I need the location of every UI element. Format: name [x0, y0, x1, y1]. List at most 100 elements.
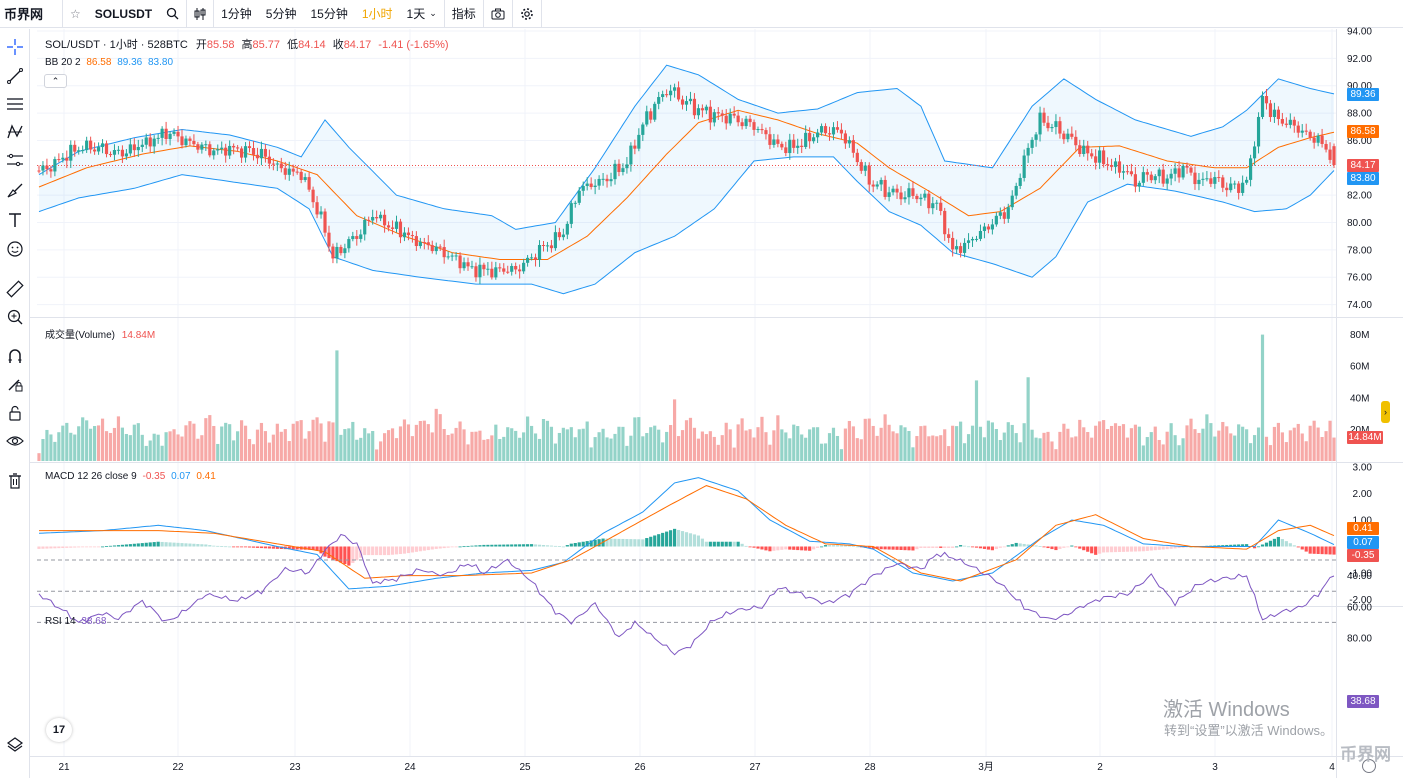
scroll-right-button[interactable]: › [1381, 401, 1390, 423]
volume-bar [816, 427, 820, 461]
macd-histogram-bar [267, 546, 271, 549]
macd-histogram-bar [1181, 546, 1185, 548]
magnet-icon[interactable] [5, 346, 25, 366]
star-icon[interactable]: ☆ [70, 6, 81, 21]
candle-body [549, 245, 554, 249]
lock-drawing-icon[interactable] [5, 374, 25, 394]
volume-bar [712, 436, 716, 461]
candle-body [633, 145, 637, 149]
crosshair-icon[interactable] [5, 37, 25, 57]
volume-bar [851, 426, 855, 461]
trend-line-icon[interactable] [5, 66, 25, 86]
volume-bar [895, 433, 899, 461]
volume-bar [375, 449, 379, 461]
volume-bar [1022, 423, 1026, 461]
volume-bar [283, 429, 287, 461]
volume-bar [533, 433, 538, 461]
volume-bar [327, 421, 331, 461]
text-icon[interactable] [5, 210, 25, 230]
macd-histogram-bar [1324, 546, 1328, 555]
pattern-icon[interactable] [5, 122, 25, 142]
trash-icon[interactable] [5, 471, 25, 491]
macd-histogram-bar [1078, 546, 1082, 549]
macd-histogram-bar [1217, 545, 1221, 547]
ruler-icon[interactable] [5, 279, 25, 299]
candle-body [1169, 173, 1173, 179]
interval-5m[interactable]: 5分钟 [265, 7, 297, 21]
zoom-in-icon[interactable] [5, 307, 25, 327]
candle-body [863, 165, 867, 171]
candle-body [1296, 125, 1300, 133]
collapse-legend-button[interactable]: ⌃ [44, 74, 67, 88]
volume-bar [1252, 435, 1257, 461]
macd-histogram-bar [867, 546, 871, 549]
macd-histogram-bar [585, 541, 589, 547]
candle-body [502, 268, 506, 272]
macd-histogram-bar [1082, 546, 1086, 551]
macd-histogram-bar [418, 546, 422, 552]
macd-tick-label: -2.00 [1349, 595, 1372, 606]
macd-histogram-bar [1034, 545, 1038, 547]
search-icon[interactable] [159, 0, 186, 28]
macd-histogram-bar [1237, 544, 1241, 547]
horizontal-lines-icon[interactable] [5, 94, 25, 114]
volume-bar [53, 441, 57, 461]
volume-bar [430, 432, 434, 461]
layers-icon[interactable] [5, 735, 25, 755]
candle-body [1165, 178, 1169, 184]
macd-histogram-bar [216, 545, 220, 547]
macd-histogram-bar [1050, 546, 1054, 550]
candle-body [708, 106, 712, 123]
macd-histogram-bar [736, 541, 740, 547]
macd-label: MACD 12 26 close 9 [45, 471, 137, 482]
macd-histogram-bar [633, 539, 637, 547]
candle-body [637, 134, 641, 149]
interval-1m[interactable]: 1分钟 [221, 7, 252, 21]
candle-body [422, 242, 426, 244]
candle-body [426, 242, 430, 246]
volume-bar [744, 430, 748, 461]
interval-15m[interactable]: 15分钟 [310, 7, 348, 21]
volume-bar [315, 417, 319, 461]
emoji-icon[interactable] [5, 239, 25, 259]
gear-icon[interactable] [513, 0, 541, 28]
interval-1d[interactable]: 1天 ⌄ [400, 0, 444, 28]
volume-bar [446, 434, 450, 461]
volume-bar [442, 429, 446, 461]
candle-body [1149, 174, 1153, 181]
candle-body [466, 262, 470, 267]
macd-histogram-bar [823, 545, 828, 547]
candle-body [1026, 147, 1030, 156]
interval-1h[interactable]: 1小时 [361, 7, 393, 21]
macd-histogram-bar [986, 546, 990, 550]
volume-tick-label: 60M [1350, 362, 1369, 373]
eye-icon[interactable] [5, 431, 25, 451]
pane-dividers[interactable] [30, 29, 1403, 778]
camera-icon[interactable] [484, 0, 512, 28]
volume-bar [104, 431, 109, 461]
forecast-icon[interactable] [5, 150, 25, 170]
lock-icon[interactable] [5, 403, 25, 423]
axis-settings-icon[interactable] [1362, 759, 1376, 773]
candle-body [267, 156, 271, 164]
macd-histogram-bar [228, 546, 232, 548]
candle-body [943, 210, 947, 235]
macd-histogram-bar [1157, 546, 1161, 550]
symbol-name[interactable]: SOLUSDT [94, 6, 153, 21]
candle-body [728, 113, 732, 124]
tradingview-logo-icon[interactable]: 17 [46, 718, 72, 742]
candle-body [112, 149, 117, 155]
candle-body [1046, 122, 1050, 129]
candle-body [883, 179, 887, 197]
volume-bar [1070, 437, 1074, 461]
candle-body [1205, 178, 1209, 180]
volume-bar [911, 447, 915, 461]
indicators-button[interactable]: 指标 [451, 7, 476, 21]
brush-icon[interactable] [5, 180, 25, 200]
compare-icon[interactable] [187, 0, 213, 28]
volume-bar [863, 418, 867, 461]
volume-bar [692, 427, 697, 461]
candle-body [216, 149, 220, 151]
candle-body [1209, 178, 1213, 184]
